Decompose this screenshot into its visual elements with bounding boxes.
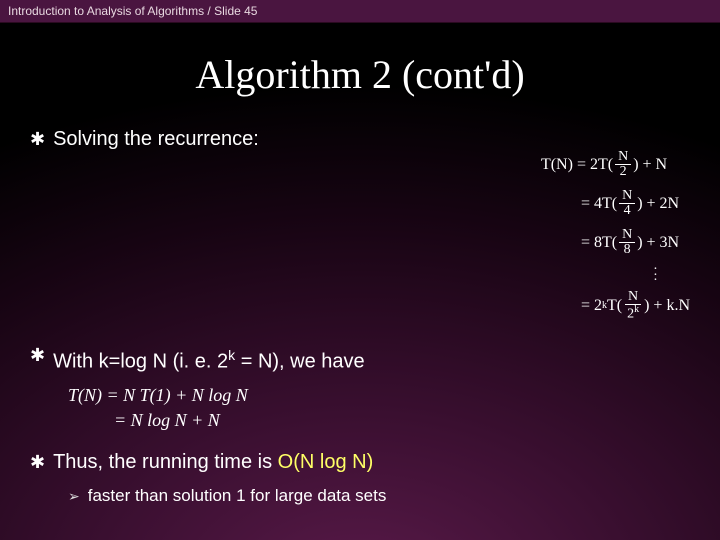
- frac3: N8: [619, 228, 635, 257]
- b3-pre: Thus, the running time is: [53, 451, 278, 473]
- sub-1-text: faster than solution 1 for large data se…: [88, 485, 387, 507]
- eq2a: = 4T(: [581, 196, 617, 212]
- eq3b: ) + 3N: [637, 235, 679, 251]
- chevron-icon: ➢: [68, 485, 80, 507]
- f5d: 2k: [624, 305, 642, 322]
- bullet-3: ✱ Thus, the running time is O(N log N): [30, 449, 690, 475]
- eq1: T(N) = 2T( N2 ) + N: [541, 150, 690, 179]
- frac2: N4: [619, 189, 635, 218]
- sub-bullet-1: ➢ faster than solution 1 for large data …: [68, 485, 690, 507]
- b2-pre: With k=log N (i. e. 2: [53, 351, 228, 373]
- recurrence-math: T(N) = 2T( N2 ) + N = 4T( N4 ) + 2N = 8T…: [541, 150, 690, 331]
- bullet-2-text: With k=log N (i. e. 2k = N), we have: [53, 342, 365, 375]
- f3n: N: [619, 228, 635, 243]
- math-result: T(N) = N T(1) + N log N = N log N + N: [68, 385, 690, 431]
- eq2: = 4T( N4 ) + 2N: [581, 189, 690, 218]
- bullet-2: ✱ With k=log N (i. e. 2k = N), we have: [30, 342, 690, 375]
- eq1-tail: ) + N: [633, 157, 667, 173]
- b2-post: = N), we have: [235, 351, 365, 373]
- star-icon: ✱: [30, 342, 45, 368]
- f1d: 2: [617, 165, 630, 179]
- eq2b: ) + 2N: [637, 196, 679, 212]
- f1n: N: [615, 150, 631, 165]
- eq3: = 8T( N8 ) + 3N: [581, 228, 690, 257]
- math2-l1: T(N) = N T(1) + N log N: [68, 385, 690, 406]
- f3d: 8: [621, 243, 634, 257]
- eq5b: T(: [607, 298, 622, 314]
- eq5c: ) + k.N: [644, 298, 690, 314]
- eq3a: = 8T(: [581, 235, 617, 251]
- vdots-icon: ···: [581, 267, 720, 284]
- eq5: = 2 k T( N2k ) + k.N: [581, 290, 690, 322]
- frac1: N2: [615, 150, 631, 179]
- bullet-1: ✱ Solving the recurrence:: [30, 126, 690, 152]
- bullet-1-text: Solving the recurrence:: [53, 126, 259, 152]
- star-icon: ✱: [30, 449, 45, 475]
- f5n: N: [625, 290, 641, 305]
- bullet-3-text: Thus, the running time is O(N log N): [53, 449, 373, 475]
- b3-highlight: O(N log N): [278, 451, 374, 473]
- f2d: 4: [621, 204, 634, 218]
- math2-l2: = N log N + N: [114, 410, 690, 431]
- frac5: N2k: [624, 290, 642, 322]
- f5ds: k: [634, 304, 639, 315]
- eq1-lhs: T(N) = 2T(: [541, 157, 613, 173]
- f2n: N: [619, 189, 635, 204]
- slide-header: Introduction to Analysis of Algorithms /…: [0, 0, 720, 23]
- eq5a: = 2: [581, 298, 602, 314]
- star-icon: ✱: [30, 126, 45, 152]
- slide-title: Algorithm 2 (cont'd): [0, 51, 720, 98]
